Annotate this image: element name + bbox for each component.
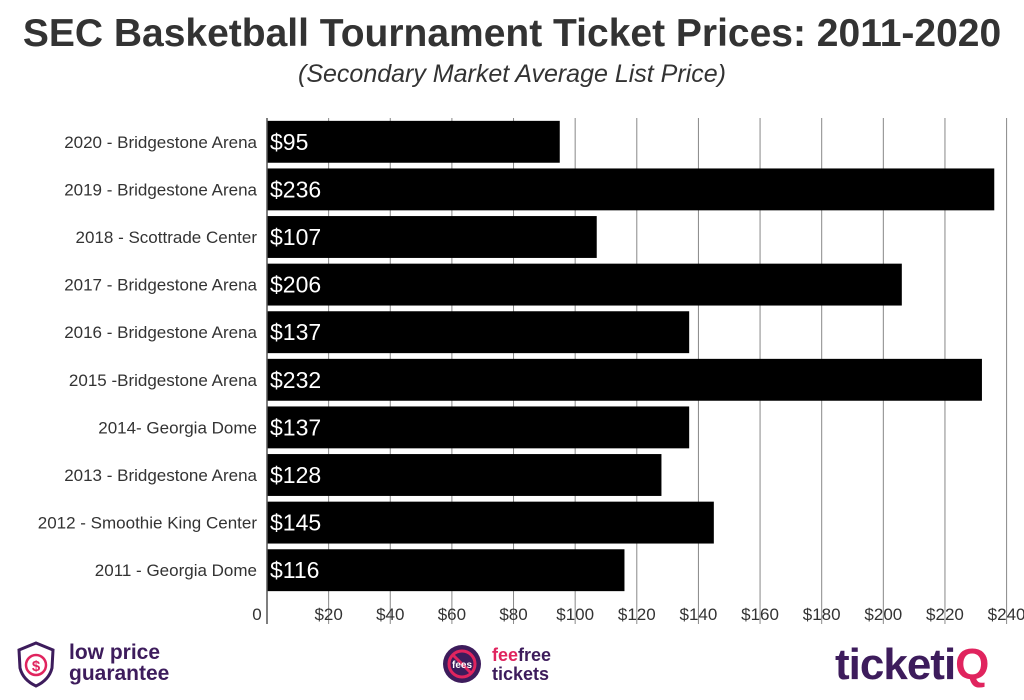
bar-value-label: $232 bbox=[270, 367, 321, 393]
low-price-guarantee-logo: $ low price guarantee bbox=[14, 640, 214, 692]
bar-chart: $95$236$107$206$137$232$137$128$145$116 … bbox=[38, 118, 1024, 624]
no-fees-badge-icon: fees bbox=[443, 645, 481, 683]
chart-subtitle: (Secondary Market Average List Price) bbox=[298, 60, 726, 88]
low-price-line1: low price bbox=[69, 641, 161, 664]
fee-free-tickets-logo: fees feefree tickets bbox=[440, 640, 600, 692]
brand-name-accent: Q bbox=[955, 640, 989, 689]
bar bbox=[267, 358, 982, 401]
x-tick-label: $160 bbox=[741, 605, 779, 624]
x-tick-label: $180 bbox=[803, 605, 841, 624]
bar-value-label: $137 bbox=[270, 319, 321, 345]
shield-dollar-icon: $ bbox=[17, 641, 55, 688]
category-label: 2013 - Bridgestone Arena bbox=[64, 466, 257, 485]
free-word: free bbox=[518, 645, 552, 665]
x-tick-labels: 0 $20 $40 $60 $80 $100 $120 $140 $160 $180 $200 $22… bbox=[252, 605, 1024, 624]
x-tick-label: $120 bbox=[618, 605, 656, 624]
bar-value-label: $128 bbox=[270, 462, 321, 488]
bar-value-label: $206 bbox=[270, 272, 321, 298]
x-tick-label: $80 bbox=[499, 605, 527, 624]
ticketiq-logo: ticketiQ bbox=[830, 640, 1020, 692]
bar-value-label: $236 bbox=[270, 176, 321, 202]
tickets-word: tickets bbox=[492, 664, 550, 684]
bar-value-label: $137 bbox=[270, 414, 321, 440]
x-tick-label: $240 bbox=[988, 605, 1024, 624]
category-label: 2017 - Bridgestone Arena bbox=[64, 276, 257, 295]
badge-text: fees bbox=[452, 660, 472, 671]
category-label: 2020 - Bridgestone Arena bbox=[64, 133, 257, 152]
x-tick-label: $200 bbox=[864, 605, 902, 624]
bar bbox=[267, 311, 690, 354]
bar bbox=[267, 501, 714, 544]
bar bbox=[267, 120, 560, 163]
category-label: 2011 - Georgia Dome bbox=[95, 561, 257, 580]
category-label: 2015 -Bridgestone Arena bbox=[69, 371, 258, 390]
x-tick-label: $20 bbox=[314, 605, 342, 624]
x-tick-label: 0 bbox=[252, 605, 261, 624]
brand-name-main: ticketi bbox=[835, 640, 956, 689]
category-labels: 2020 - Bridgestone Arena 2019 - Bridgesto… bbox=[38, 133, 258, 580]
category-label: 2014- Georgia Dome bbox=[98, 418, 257, 437]
fee-word: fee bbox=[492, 645, 519, 665]
bar bbox=[267, 454, 662, 496]
bar bbox=[267, 168, 995, 211]
x-tick-label: $40 bbox=[376, 605, 404, 624]
x-tick-label: $60 bbox=[438, 605, 466, 624]
category-label: 2019 - Bridgestone Arena bbox=[64, 180, 257, 199]
bars: $95 $236 $107 $206 $137 $232 $137 $128 $145 $116 bbox=[267, 120, 995, 592]
bar-value-label: $145 bbox=[270, 510, 321, 536]
bar-value-label: $116 bbox=[270, 557, 319, 583]
bar-value-label: $107 bbox=[270, 224, 321, 250]
bar bbox=[267, 549, 625, 592]
bar bbox=[267, 263, 902, 306]
category-label: 2018 - Scottrade Center bbox=[76, 228, 258, 247]
category-label: 2012 - Smoothie King Center bbox=[38, 514, 258, 533]
low-price-line2: guarantee bbox=[69, 662, 170, 685]
x-tick-label: $100 bbox=[556, 605, 594, 624]
bar-value-label: $95 bbox=[270, 129, 308, 155]
svg-text:$: $ bbox=[32, 658, 41, 675]
x-tick-label: $140 bbox=[680, 605, 718, 624]
chart-title: SEC Basketball Tournament Ticket Prices:… bbox=[22, 12, 1002, 55]
category-label: 2016 - Bridgestone Arena bbox=[64, 323, 257, 342]
bar bbox=[267, 406, 690, 449]
bar bbox=[267, 216, 597, 258]
x-tick-label: $220 bbox=[926, 605, 964, 624]
